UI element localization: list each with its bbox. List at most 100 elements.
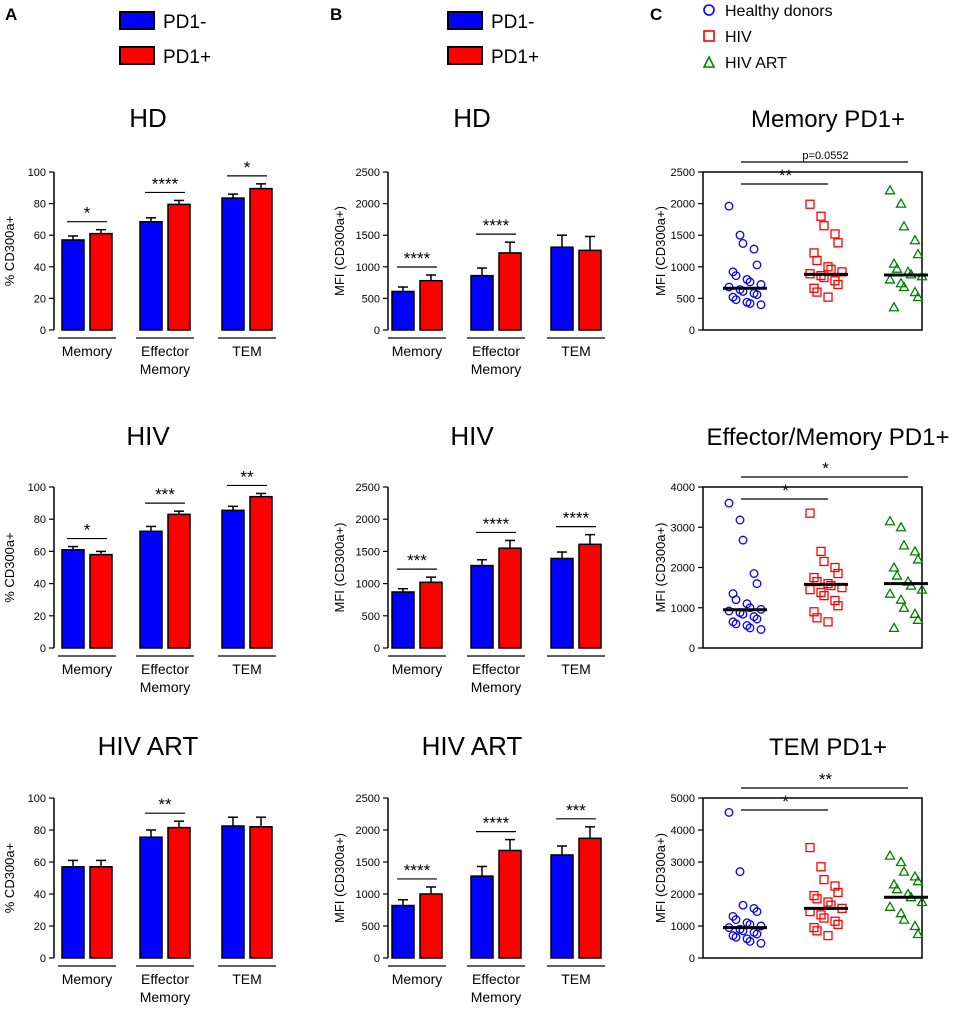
data-point-circle [738,900,748,910]
legend-swatch-pd1-neg [119,11,155,30]
y-tick-label: 2500 [356,793,380,805]
data-point-circle [738,535,748,545]
data-point-circle [735,230,745,240]
data-point-triangle [909,545,921,556]
legend-swatch-pd1-pos [119,46,155,65]
bar-pd1 [249,495,273,649]
y-tick-label: 100 [28,482,46,494]
data-point-square [809,890,819,901]
legend-label-healthy-donors: Healthy donors [725,3,833,20]
y-tick-label: 2500 [356,482,380,494]
x-tick-label: Memory [140,679,191,695]
y-tick-label: 1500 [356,857,380,869]
chart-title: HD [129,103,167,133]
data-point-triangle [909,286,921,297]
significance-label: ** [158,795,172,814]
data-point-triangle [898,539,910,550]
data-point-triangle [884,515,896,526]
x-tick-label: Memory [392,971,443,987]
data-point-square [823,617,833,627]
y-tick-label: 500 [362,921,380,933]
y-tick-label: 20 [34,921,46,933]
y-tick-label: 0 [374,325,380,337]
bar-pd1 [391,904,415,959]
x-tick-label: Effector [472,661,520,677]
data-point-triangle [895,907,907,918]
x-tick-label: Effector [141,661,189,677]
y-tick-label: 0 [40,643,46,655]
bar-pd1 [419,279,443,331]
y-tick-label: 1000 [356,579,380,591]
data-point-triangle [912,875,924,886]
data-point-circle [731,295,741,305]
data-point-square [833,887,843,898]
x-tick-label: Memory [62,971,113,987]
bar-pd1 [578,837,602,959]
data-point-triangle [909,234,921,245]
y-tick-label: 2000 [671,199,695,211]
legend-label-pd1-neg: PD1- [491,12,534,33]
y-tick-label: 4000 [671,825,695,837]
bar-pd1 [167,203,191,331]
x-tick-label: Memory [392,661,443,677]
x-tick-label: Memory [62,343,113,359]
y-tick-label: 3000 [671,857,695,869]
data-point-triangle [912,928,924,939]
data-point-circle [752,260,762,270]
data-point-triangle [891,569,903,580]
y-tick-label: 40 [34,262,46,274]
comparison-label: ** [779,166,793,185]
bar-pd1 [578,249,602,331]
bar-pd1 [61,866,85,959]
data-point-square [812,894,822,904]
comparison-label: p=0.0552 [802,150,848,162]
bar-pd1 [221,509,245,649]
bar-pd1 [139,836,163,959]
data-point-square [812,287,822,297]
data-point-triangle [898,601,910,612]
bar-pd1 [221,197,245,331]
x-tick-label: Effector [472,343,520,359]
data-point-triangle [888,622,900,633]
bar-pd1 [61,549,85,649]
y-tick-label: 0 [40,325,46,337]
y-tick-label: 500 [362,293,380,305]
bar-pd1 [498,252,522,331]
y-tick-label: 20 [34,611,46,623]
data-point-square [805,842,815,853]
significance-label: * [84,521,91,540]
bar-pd1 [578,543,602,649]
data-point-square [833,279,843,290]
x-tick-label: Effector [141,343,189,359]
data-point-triangle [884,273,896,284]
y-tick-label: 0 [374,643,380,655]
data-point-square [833,919,843,930]
data-point-triangle [884,184,896,195]
data-point-circle [752,579,762,589]
data-point-triangle [888,878,900,889]
y-tick-label: 2500 [671,167,695,179]
legend-label-pd1-neg: PD1- [163,12,206,33]
data-point-circle [745,277,755,287]
y-axis-label: MFI (CD300a+) [332,833,347,923]
y-tick-label: 60 [34,857,46,869]
chart-a-hd: HD 0 20 40 60 80 100 % CD300a+ Memory * Effector Me… [2,103,276,377]
data-point-square [819,913,829,923]
data-point-circle [756,938,766,948]
bar-pd1 [139,221,163,331]
x-tick-label: TEM [232,661,262,677]
data-point-triangle [909,870,921,881]
y-axis-label: MFI (CD300a+) [332,206,347,296]
data-point-square [819,874,829,885]
y-tick-label: 1000 [671,603,695,615]
significance-label: * [244,158,251,177]
significance-label: ** [240,467,254,486]
bar-pd1 [139,530,163,649]
plot-frame [702,797,923,959]
data-point-triangle [912,613,924,624]
data-point-triangle [888,257,900,268]
y-tick-label: 0 [374,953,380,965]
significance-label: *** [155,485,175,504]
x-tick-label: Effector [472,971,520,987]
